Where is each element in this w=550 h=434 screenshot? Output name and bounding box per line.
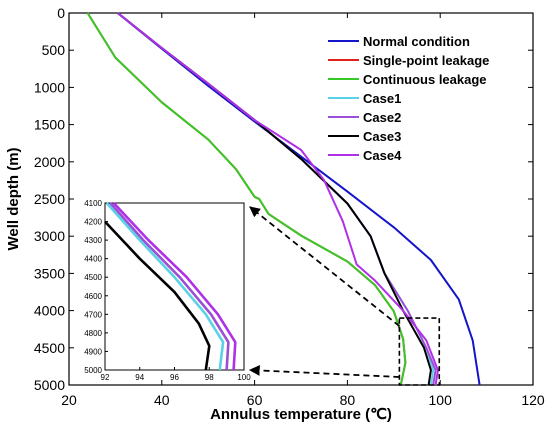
y-tick-label: 3500: [34, 265, 65, 281]
main-axes: 20 40 60 80 100 120 0 500 1000 1500 2000 2500 3000 35…: [34, 5, 545, 408]
legend-label: Case4: [363, 148, 402, 163]
zoom-arrow: [249, 206, 400, 327]
inset-y-tick-label: 4800: [84, 329, 102, 338]
inset-plot: 92 94 96 98 100 4100 4200 4300 4400 4500 4600 4700 4…: [84, 199, 251, 382]
series-line: [117, 12, 481, 386]
x-tick-label: 120: [521, 392, 545, 408]
inset-x-tick-label: 92: [101, 373, 110, 382]
legend-label: Continuous leakage: [363, 72, 487, 87]
legend-label: Case2: [363, 110, 401, 125]
y-tick-label: 3000: [34, 228, 65, 244]
legend-label: Case1: [363, 91, 401, 106]
x-axis-label: Annulus temperature (℃): [210, 406, 392, 423]
inset-y-tick-label: 4100: [84, 199, 102, 208]
inset-y-tick-label: 5000: [84, 366, 102, 375]
y-tick-label: 500: [42, 42, 66, 58]
inset-y-tick-label: 4900: [84, 347, 102, 356]
inset-x-tick-label: 98: [205, 373, 214, 382]
zoom-arrow: [248, 365, 400, 378]
inset-y-tick-label: 4200: [84, 218, 102, 227]
inset-series-line: [109, 202, 230, 371]
legend: Normal condition Single-point leakage Cont…: [328, 34, 489, 163]
zoom-box: [398, 317, 441, 386]
y-tick-label: 4000: [34, 303, 65, 319]
inset-y-tick-label: 4500: [84, 273, 102, 282]
inset-x-tick-label: 100: [237, 373, 251, 382]
inset-x-tick-label: 96: [170, 373, 179, 382]
inset-y-tick-label: 4700: [84, 310, 102, 319]
y-tick-label: 5000: [34, 377, 65, 393]
inset-series-line: [112, 202, 237, 371]
x-tick-label: 60: [247, 392, 263, 408]
y-tick-label: 0: [57, 5, 65, 21]
inset-series-line: [105, 202, 225, 371]
inset-y-tick-label: 4600: [84, 292, 102, 301]
y-tick-label: 2500: [34, 191, 65, 207]
x-tick-label: 80: [340, 392, 356, 408]
legend-label: Case3: [363, 129, 401, 144]
inset-series-line: [104, 220, 211, 371]
y-axis-label: Well depth (m): [5, 147, 22, 250]
series-line: [117, 12, 439, 386]
inset-y-tick-label: 4400: [84, 255, 102, 264]
zoom-indicator: [248, 206, 441, 386]
x-tick-label: 20: [61, 392, 77, 408]
y-tick-label: 1500: [34, 117, 65, 133]
legend-label: Single-point leakage: [363, 53, 489, 68]
legend-label: Normal condition: [363, 34, 470, 49]
inset-y-tick-label: 4300: [84, 236, 102, 245]
inset-x-tick-label: 94: [135, 373, 144, 382]
y-tick-label: 1000: [34, 79, 65, 95]
x-tick-label: 100: [429, 392, 453, 408]
x-tick-label: 40: [154, 392, 170, 408]
y-tick-label: 4500: [34, 340, 65, 356]
y-tick-label: 2000: [34, 154, 65, 170]
